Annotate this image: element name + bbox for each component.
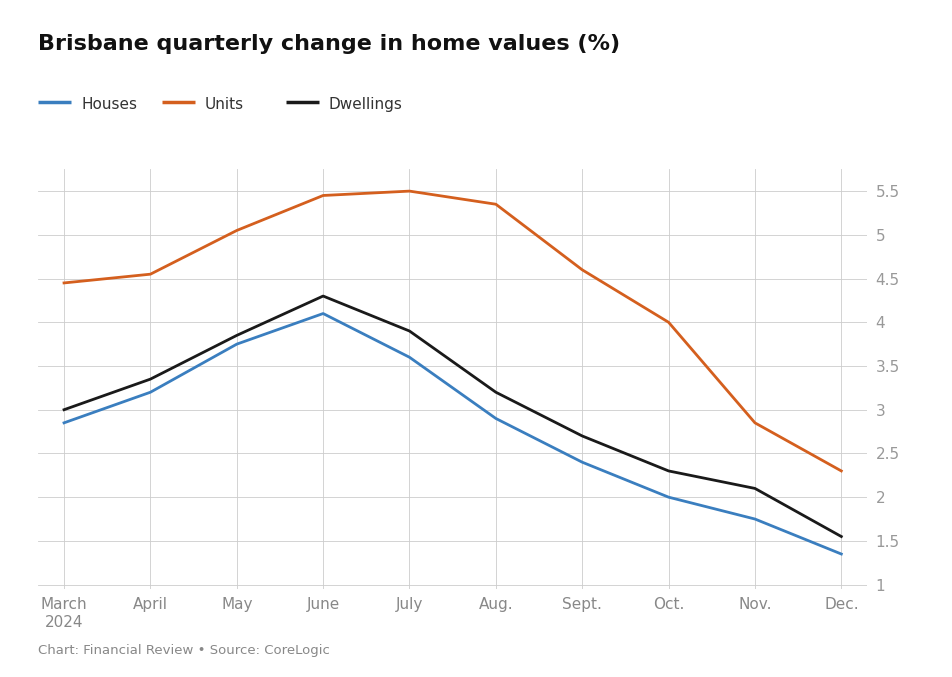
Text: Dwellings: Dwellings xyxy=(328,97,403,112)
Text: Houses: Houses xyxy=(81,97,137,112)
Text: Units: Units xyxy=(205,97,244,112)
Text: Chart: Financial Review • Source: CoreLogic: Chart: Financial Review • Source: CoreLo… xyxy=(38,644,329,657)
Text: Brisbane quarterly change in home values (%): Brisbane quarterly change in home values… xyxy=(38,34,620,54)
